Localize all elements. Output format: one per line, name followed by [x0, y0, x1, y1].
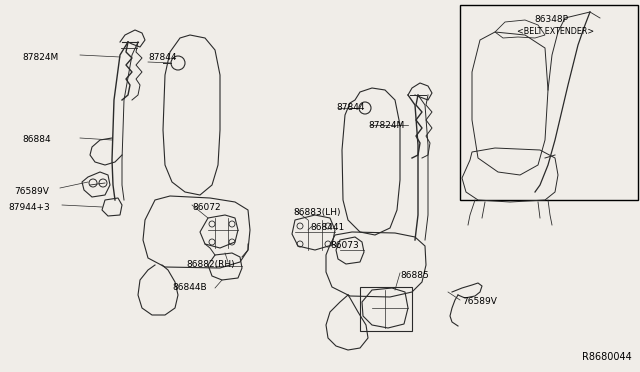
Text: R8680044: R8680044	[582, 352, 632, 362]
Text: 86883(LH): 86883(LH)	[293, 208, 340, 217]
Text: 87844: 87844	[148, 54, 177, 62]
Text: 86072: 86072	[192, 202, 221, 212]
Text: 87944+3: 87944+3	[8, 203, 50, 212]
Text: 76589V: 76589V	[462, 298, 497, 307]
Text: 87824M: 87824M	[22, 54, 58, 62]
Text: 86844B: 86844B	[172, 283, 207, 292]
Bar	[360, 287, 412, 331]
Text: 868441: 868441	[310, 224, 344, 232]
Text: 76589V: 76589V	[14, 187, 49, 196]
Text: 86348P: 86348P	[534, 16, 568, 25]
Text: 86885: 86885	[400, 270, 429, 279]
Bar	[460, 5, 638, 200]
Text: 87844: 87844	[336, 103, 365, 112]
Text: 87824M: 87824M	[368, 121, 404, 129]
Text: 86884: 86884	[22, 135, 51, 144]
Text: <BELT EXTENDER>: <BELT EXTENDER>	[517, 28, 594, 36]
Text: 86882(RH): 86882(RH)	[186, 260, 235, 269]
Text: 86073: 86073	[330, 241, 359, 250]
